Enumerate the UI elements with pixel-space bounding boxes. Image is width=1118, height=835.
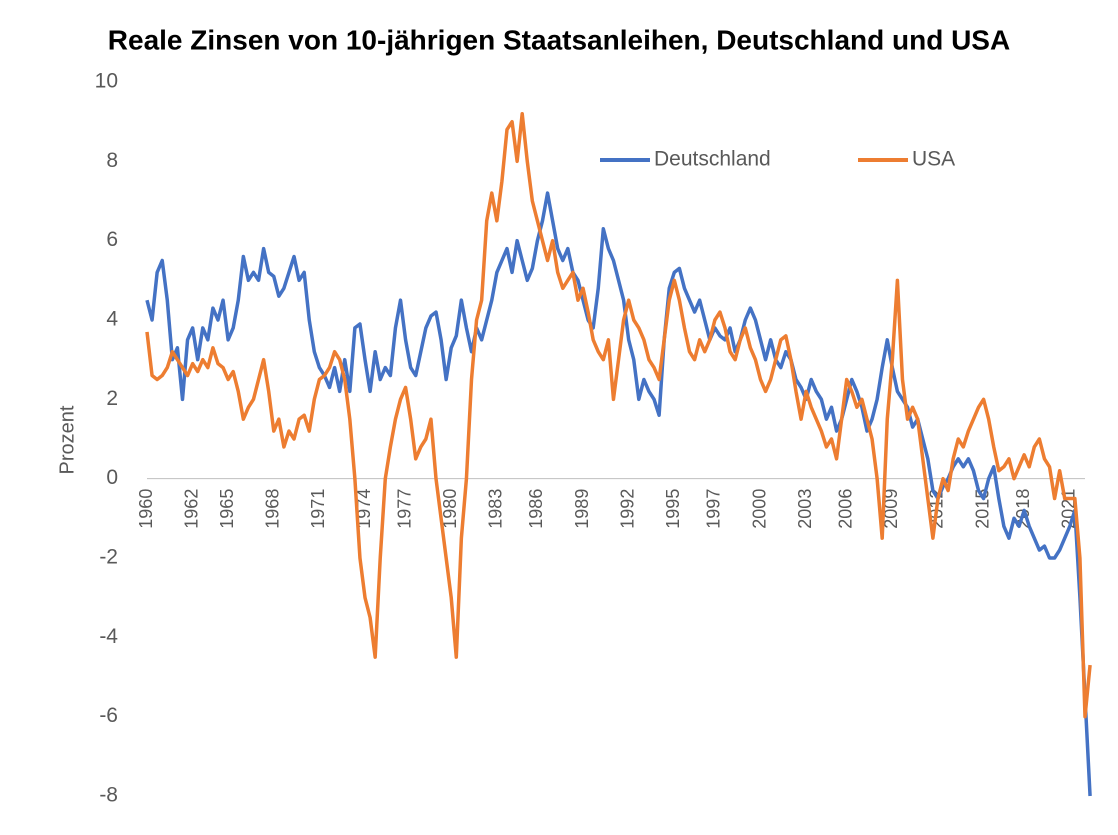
y-tick-label: -2: [99, 546, 118, 569]
y-axis-title: Prozent: [56, 405, 78, 474]
y-tick-label: -4: [99, 625, 118, 648]
x-tick-label: 2000: [749, 489, 769, 529]
x-tick-label: 1980: [440, 489, 460, 529]
x-tick-label: 1995: [663, 489, 683, 529]
y-tick-label: 8: [106, 149, 118, 172]
x-tick-label: 2003: [795, 489, 815, 529]
x-tick-label: 1997: [704, 489, 724, 529]
y-tick-label: 4: [106, 308, 118, 331]
y-tick-label: 10: [95, 70, 118, 93]
x-tick-label: 1962: [181, 489, 201, 529]
x-tick-label: 1971: [308, 489, 328, 529]
x-tick-label: 1960: [136, 489, 156, 529]
x-tick-label: 1983: [486, 489, 506, 529]
line-series: [145, 111, 1092, 719]
x-tick-label: 1986: [526, 489, 546, 529]
x-tick-label: 1992: [617, 489, 637, 529]
line-series: [145, 191, 1092, 797]
x-tick-label: 1989: [572, 489, 592, 529]
x-tick-label: 1977: [394, 489, 414, 529]
x-tick-label: 2006: [835, 489, 855, 529]
legend-label: USA: [912, 148, 955, 171]
chart-title: Reale Zinsen von 10-jährigen Staatsanlei…: [108, 24, 1010, 55]
x-tick-label: 2009: [881, 489, 901, 529]
y-tick-label: -6: [99, 704, 118, 727]
x-tick-label: 2015: [972, 489, 992, 529]
y-tick-label: 6: [106, 228, 118, 251]
y-tick-label: 0: [106, 466, 118, 489]
y-tick-label: 2: [106, 387, 118, 410]
legend-label: Deutschland: [654, 148, 771, 171]
x-tick-label: 1968: [263, 489, 283, 529]
y-tick-label: -8: [99, 784, 118, 807]
x-tick-label: 1965: [217, 489, 237, 529]
